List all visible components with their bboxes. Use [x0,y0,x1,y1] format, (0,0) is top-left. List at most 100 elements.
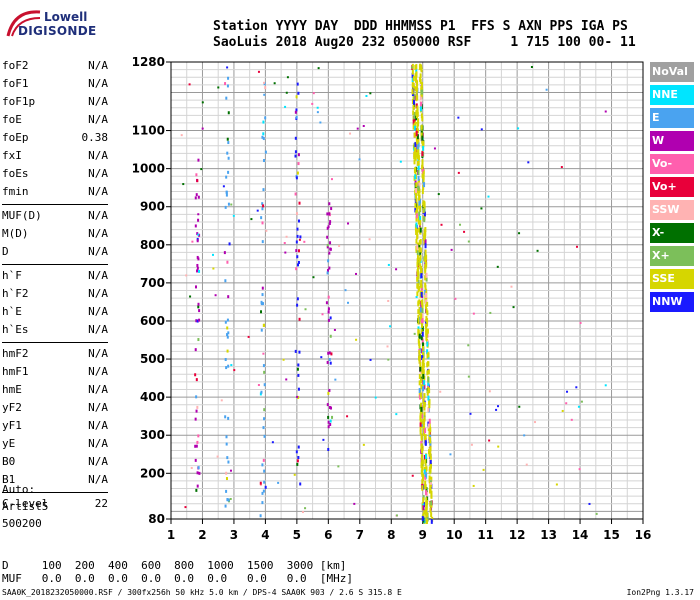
echo-mark [262,120,265,124]
echo-mark [328,388,331,392]
echo-mark [327,447,330,451]
echo-mark [294,110,297,114]
noise-mark [459,223,462,226]
echo-mark [195,378,198,382]
echo-mark [429,479,432,485]
echo-mark [421,485,424,491]
echo-mark [198,318,201,322]
noise-mark [317,67,320,70]
echo-mark [197,158,200,162]
echo-mark [327,259,330,263]
echo-mark [421,422,424,428]
echo-mark [194,458,197,462]
echo-mark [417,165,420,171]
echo-mark [296,234,299,238]
y-tick-label: 400 [140,390,165,404]
echo-mark [424,256,427,262]
echo-mark [426,318,429,324]
echo-mark [226,335,229,339]
echo-mark [197,302,200,306]
echo-mark [424,472,427,478]
echo-mark [422,497,425,503]
noise-mark [201,127,204,130]
echo-mark [328,202,331,206]
y-tick-label: 200 [140,466,165,480]
echo-mark [196,239,199,243]
param-value: N/A [88,437,108,450]
echo-mark [420,291,423,297]
noise-mark [257,70,260,73]
noise-mark [536,249,539,252]
noise-mark [467,240,470,243]
echo-mark [417,121,420,127]
echo-mark [194,417,197,421]
param-name: B1 [2,473,16,486]
echo-mark [416,250,419,256]
echo-mark [423,434,426,440]
echo-mark [326,269,329,273]
echo-mark [225,190,228,194]
param-name: yF2 [2,401,22,414]
noise-mark [316,111,319,114]
echo-mark [264,485,267,489]
param-name: C-level [2,497,49,510]
echo-mark [414,125,417,131]
echo-mark [426,512,429,518]
echo-mark [227,170,230,174]
noise-mark [358,158,361,161]
echo-mark [260,216,263,220]
echo-mark [417,274,420,280]
param-row: MUF(D) N/A [2,208,112,226]
echo-mark [417,179,420,185]
echo-mark [415,71,418,77]
digisonde-logo: Lowell DIGISONDE [4,6,96,40]
noise-mark [320,356,323,359]
echo-mark [415,131,418,137]
echo-mark [264,150,267,154]
echo-mark [263,383,266,387]
echo-mark [424,474,427,480]
echo-mark [194,373,197,377]
noise-mark [488,439,491,442]
echo-mark [418,211,421,217]
echo-mark [419,73,422,79]
noise-mark [410,66,413,69]
echo-mark [426,301,429,307]
param-row: h`F2 N/A [2,286,112,304]
y-tick-label: 80 [148,512,165,526]
echo-mark [411,63,414,69]
echo-mark [295,450,298,454]
legend-item: X+ [650,246,694,266]
echo-mark [261,207,264,211]
echo-mark [428,399,431,405]
echo-mark [329,334,332,338]
echo-mark [428,429,431,435]
noise-mark [180,134,183,137]
y-tick-label: 300 [140,428,165,442]
noise-mark [386,345,389,348]
echo-mark [425,335,428,341]
echo-mark [413,113,416,119]
echo-mark [421,318,424,324]
echo-mark [294,349,297,353]
echo-mark [429,460,432,466]
noise-mark [263,81,266,84]
noise-mark [523,434,526,437]
noise-mark [285,91,288,94]
noise-mark [262,352,265,355]
echo-mark [327,415,330,419]
echo-mark [416,244,419,250]
echo-mark [426,361,429,367]
echo-mark [295,240,298,244]
noise-mark [347,222,350,225]
param-value: N/A [88,77,108,90]
auto-software: Artist5 [2,500,49,513]
echo-mark [417,149,420,155]
noise-mark [604,110,607,113]
echo-mark [194,224,197,228]
echo-mark [427,377,430,383]
noise-mark [222,185,225,188]
echo-mark [418,200,421,206]
echo-mark [417,338,420,344]
legend-item: SSW [650,200,694,220]
